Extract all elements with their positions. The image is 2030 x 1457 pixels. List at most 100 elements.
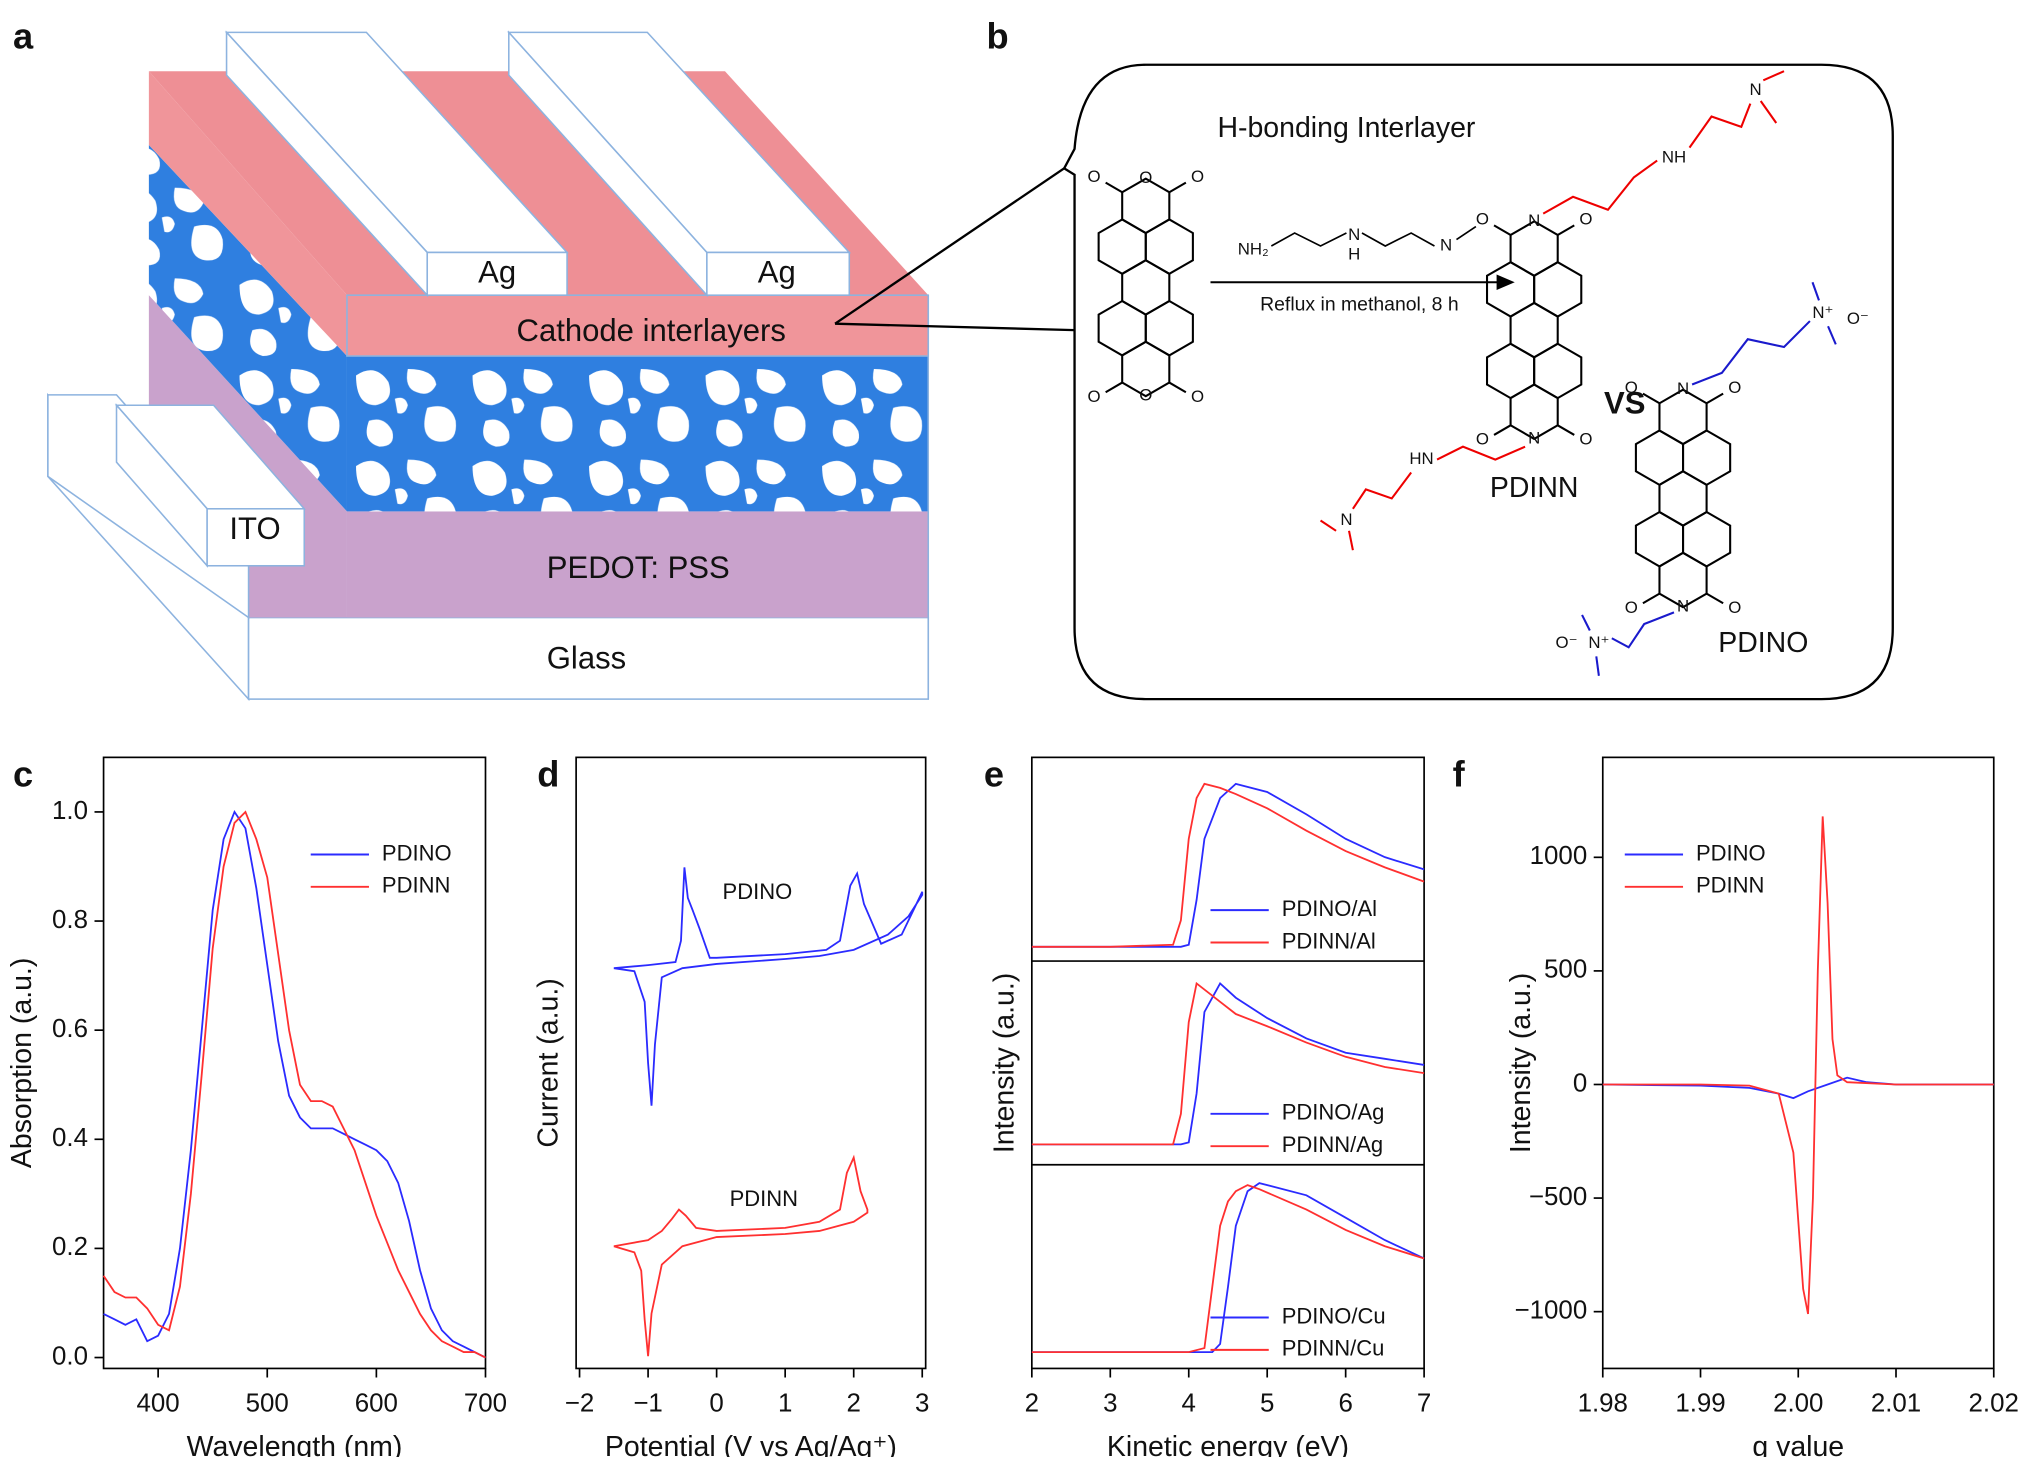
compound-label: PDINN (1490, 472, 1579, 504)
atom-label: NH₂ (1238, 239, 1269, 258)
panel-label: d (537, 753, 559, 794)
side-chain (1595, 656, 1600, 676)
side-chain (1611, 611, 1675, 649)
x-tick-label: 2 (1025, 1390, 1039, 1418)
reagent-chain (1456, 225, 1477, 241)
legend-label: PDINN/Al (1282, 928, 1376, 953)
x-tick-label: 2.00 (1773, 1390, 1823, 1418)
atom-label: N (1348, 225, 1360, 244)
side-chain (1691, 320, 1811, 386)
reagent-chain (1270, 232, 1347, 247)
ring (1658, 551, 1708, 609)
ring (1144, 218, 1194, 276)
pedot-front (346, 511, 929, 618)
atom-label: O⁻ (1847, 309, 1869, 328)
atom-label: O (1139, 386, 1152, 405)
y-axis-label: Absorption (a.u.) (6, 958, 38, 1168)
legend-label: PDINN (1696, 873, 1764, 898)
side-chain (1688, 103, 1752, 149)
layer-label: Ag (478, 255, 516, 290)
bond (1642, 392, 1661, 405)
y-axis-label: Current (a.u.) (533, 978, 565, 1147)
x-tick-label: 3 (915, 1390, 929, 1418)
scheme (834, 63, 1894, 701)
device-diagram (47, 30, 930, 702)
plot-frame (102, 756, 487, 1370)
ring (1634, 429, 1685, 487)
active-side (148, 145, 347, 512)
layer-label: ITO (229, 511, 280, 546)
plot-frame (1601, 756, 1995, 1370)
atom-label: N⁺ (1812, 303, 1833, 322)
ring (1682, 429, 1732, 487)
side-chain (1759, 100, 1778, 124)
arrowhead (1496, 274, 1515, 291)
data-line (1602, 816, 1994, 1315)
layer-label: Ag (758, 255, 796, 290)
bond (1105, 181, 1123, 194)
atom-label: O (1625, 378, 1638, 397)
ring (1533, 260, 1583, 318)
compound-label: PDINO (1718, 627, 1808, 659)
x-tick-label: 1.99 (1675, 1390, 1725, 1418)
layer-label: Glass (547, 640, 626, 675)
bond (1168, 381, 1187, 394)
side-chain (1581, 614, 1591, 631)
atom-label: O (1087, 167, 1100, 186)
layer-label: PEDOT: PSS (547, 550, 730, 585)
bond (1493, 424, 1512, 436)
ring (1509, 383, 1559, 441)
x-tick-label: 2.01 (1871, 1390, 1921, 1418)
ring (1097, 218, 1147, 276)
x-axis-label: Potential (V vs Ag/Ag⁺) (605, 1431, 897, 1457)
panel-label: f (1453, 753, 1466, 794)
y-tick-label: 0.6 (52, 1015, 88, 1043)
bond (1168, 181, 1187, 194)
atom-label: N (1677, 597, 1689, 616)
atom-label: N⁺ (1588, 633, 1609, 652)
side-chain (1348, 530, 1354, 551)
legend-label: PDINN (382, 873, 450, 898)
data-line (103, 809, 486, 1359)
atom-label: O (1728, 378, 1741, 397)
condition: Reflux in methanol, 8 h (1260, 294, 1458, 316)
ag-front (426, 251, 568, 296)
atom-label: N (1528, 211, 1540, 230)
y-tick-label: 0.8 (52, 906, 88, 934)
x-tick-label: 2 (847, 1390, 861, 1418)
atom-label: N (1340, 510, 1352, 529)
data-line (1031, 1184, 1425, 1354)
legend-label: PDINO/Ag (1282, 1100, 1385, 1125)
x-tick-label: 3 (1103, 1390, 1117, 1418)
atom-label: NH (1662, 147, 1686, 166)
x-axis-label: Wavelength (nm) (187, 1431, 403, 1457)
y-tick-label: 0.2 (52, 1233, 88, 1261)
side-chain (1811, 281, 1820, 301)
ring (1485, 260, 1536, 318)
bond (1105, 381, 1123, 394)
molecule (1634, 388, 1732, 609)
glass-front (247, 616, 930, 700)
y-tick-label: 0.4 (52, 1124, 88, 1152)
vs-label: VS (1604, 385, 1645, 420)
atom-label: N (1440, 235, 1452, 254)
glass-step (47, 394, 250, 620)
legend-label: PDINO (382, 840, 452, 865)
atom-label: O (1139, 168, 1152, 187)
bond (1493, 224, 1512, 236)
y-axis-label: Intensity (a.u.) (1505, 973, 1537, 1153)
x-tick-label: 700 (464, 1390, 507, 1418)
bond (1557, 224, 1575, 236)
atom-label: O (1728, 598, 1741, 617)
x-tick-label: 5 (1260, 1390, 1274, 1418)
atom-label: O (1087, 387, 1100, 406)
plot-frame (1030, 756, 1425, 1370)
side-chain (1827, 325, 1837, 345)
x-axis-label: Kinetic energy (eV) (1107, 1431, 1349, 1457)
x-tick-label: 600 (355, 1390, 398, 1418)
side-chain (1762, 70, 1785, 82)
ring (1634, 510, 1685, 568)
ring (1485, 342, 1536, 400)
legend-label: PDINO/Al (1282, 896, 1377, 921)
